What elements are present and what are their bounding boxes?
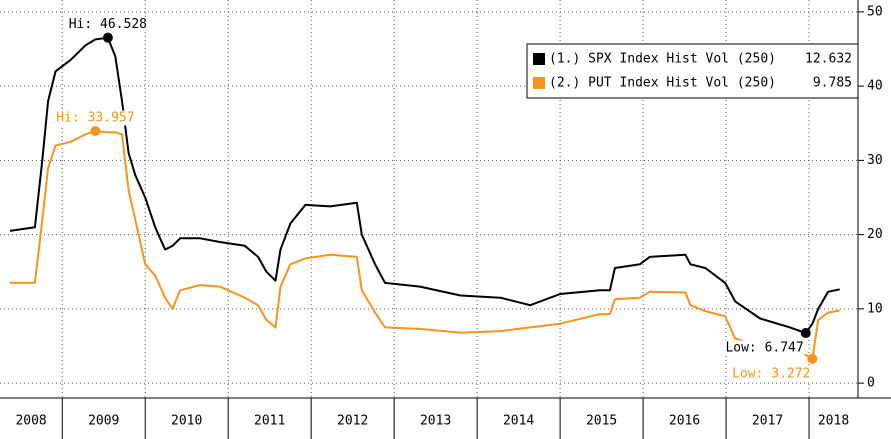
annotation-point <box>102 32 113 43</box>
x-tick-label: 2013 <box>420 414 451 429</box>
y-tick-label: 50 <box>867 4 883 19</box>
annotation-label: Hi: 33.957 <box>56 110 134 125</box>
annotation-label: Low: 6.747 <box>725 341 803 356</box>
legend-box <box>526 43 859 99</box>
annotation-bg <box>55 110 136 126</box>
x-tick-label: 2014 <box>503 414 534 429</box>
x-tick-label: 2009 <box>88 414 119 429</box>
legend-swatch <box>533 77 545 89</box>
annotation-bg <box>731 366 812 382</box>
annotation-point <box>90 125 101 136</box>
legend-label: (2.) PUT Index Hist Vol (250) <box>549 76 776 91</box>
y-tick-label: 30 <box>867 153 883 168</box>
legend-value: 9.785 <box>813 76 852 91</box>
x-tick-label: 2016 <box>669 414 700 429</box>
series-line <box>9 36 840 334</box>
x-tick-label: 2017 <box>752 414 783 429</box>
legend: (1.) SPX Index Hist Vol (250) 12.632 (2.) … <box>526 43 859 99</box>
series-line <box>10 130 840 360</box>
legend-value: 12.632 <box>805 52 852 67</box>
x-tick-label: 2010 <box>171 414 202 429</box>
legend-label: (1.) SPX Index Hist Vol (250) <box>549 52 776 67</box>
x-tick-label: 2011 <box>254 414 285 429</box>
annotation-bg <box>724 340 805 356</box>
x-tick-label: 2008 <box>15 414 46 429</box>
x-tick-label: 2015 <box>586 414 617 429</box>
legend-swatch <box>533 53 545 65</box>
x-tick-label: 2018 <box>818 414 849 429</box>
y-tick-label: 20 <box>867 227 883 242</box>
y-tick-label: 10 <box>867 301 883 316</box>
y-tick-label: 40 <box>867 79 883 94</box>
annotation-point <box>800 328 811 339</box>
x-tick-label: 2012 <box>337 414 368 429</box>
y-tick-label: 0 <box>867 376 875 391</box>
annotation-point <box>807 353 818 364</box>
annotation-bg <box>67 17 149 33</box>
annotation-label: Low: 3.272 <box>732 366 810 381</box>
annotation-label: Hi: 46.528 <box>69 17 147 32</box>
